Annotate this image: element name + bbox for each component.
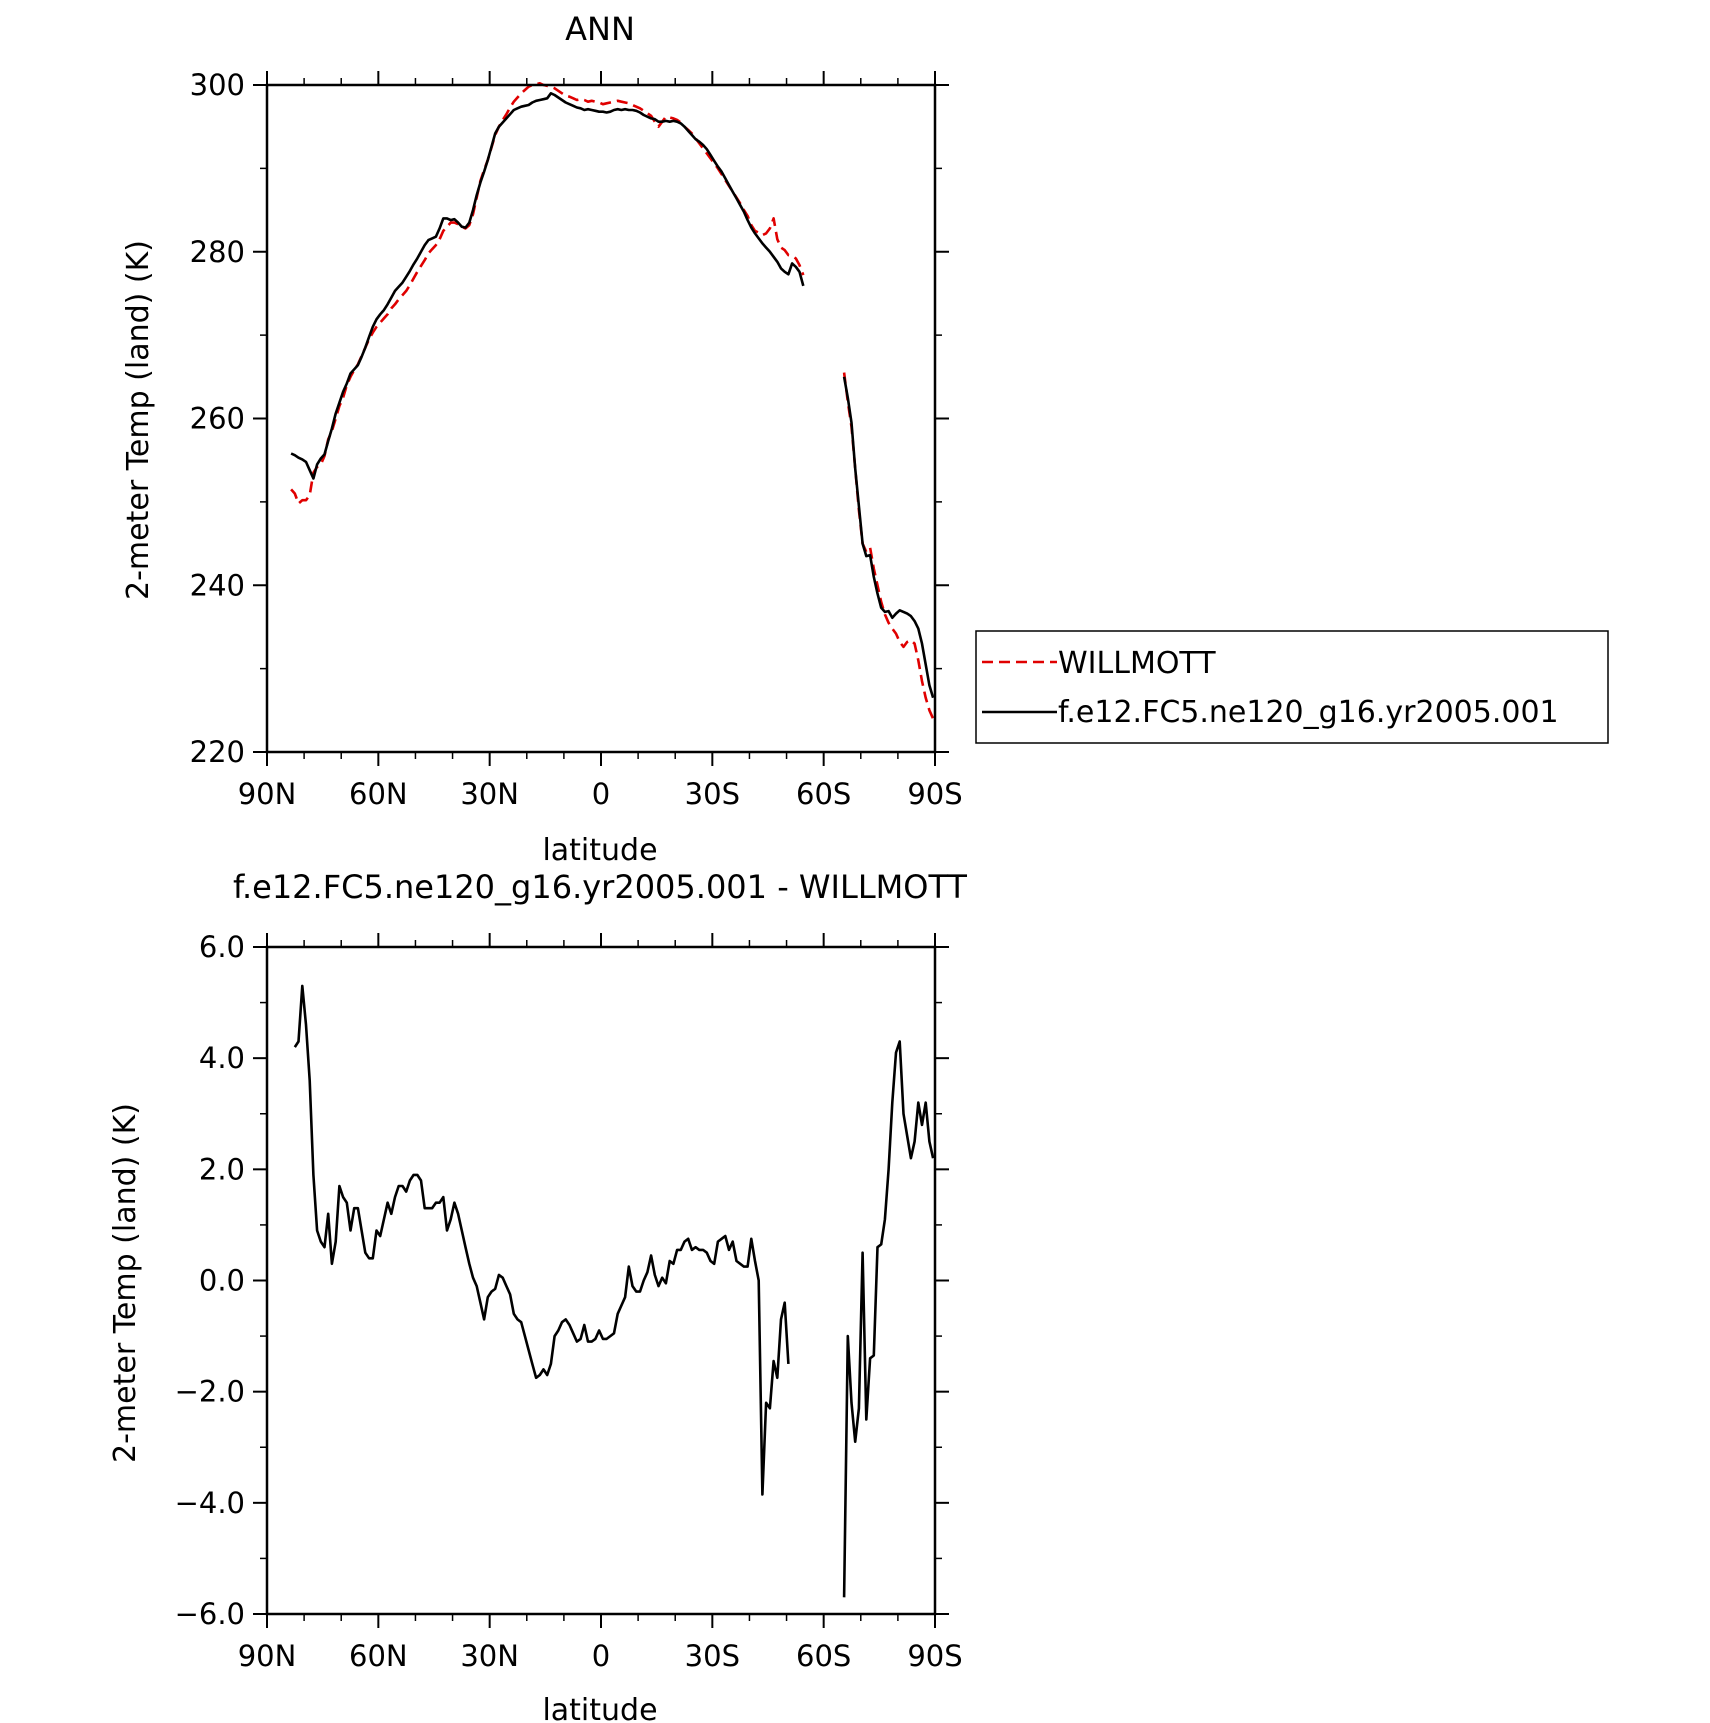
bottom-y-tick-label: 2.0 (199, 1152, 245, 1186)
bottom-x-tick-label: 90S (907, 1639, 962, 1673)
top-x-tick-label: 0 (592, 777, 610, 811)
top-y-tick-label: 300 (190, 68, 245, 102)
bottom-chart-title: f.e12.FC5.ne120_g16.yr2005.001 - WILLMOT… (233, 868, 967, 906)
bottom-axis-ticks: 90N 60N 30N 0 30S 60S 90S −6.0 −4.0 −2.0 0.0 2.0 4.0… (175, 930, 963, 1673)
top-series-1-line-segment-1 (842, 376, 935, 699)
legend-label-willmott: WILLMOTT (1058, 646, 1216, 681)
bottom-plot-frame (265, 945, 937, 1616)
top-x-tick-label: 90N (238, 777, 297, 811)
bottom-y-axis-label: 2-meter Temp (land) (K) (108, 1103, 143, 1463)
legend-box (975, 630, 1609, 744)
bottom-y-tick-label: 0.0 (199, 1264, 245, 1298)
bottom-x-axis-label: latitude (542, 1693, 657, 1723)
legend-label-model: f.e12.FC5.ne120_g16.yr2005.001 (1058, 695, 1559, 730)
bottom-y-tick-label: 6.0 (199, 930, 245, 964)
top-y-tick-label: 220 (190, 735, 245, 769)
top-x-tick-label: 30S (685, 777, 740, 811)
bottom-series-0-line-segment-0 (293, 984, 790, 1496)
bottom-series-lines (293, 984, 935, 1598)
top-x-tick-label: 60N (349, 777, 408, 811)
bottom-series-0-line-segment-1 (842, 1040, 935, 1598)
bottom-x-tick-label: 60N (349, 1639, 408, 1673)
bottom-x-tick-label: 0 (592, 1639, 610, 1673)
top-y-tick-label: 260 (190, 402, 245, 436)
top-chart-title: ANN (565, 10, 635, 48)
top-series-lines (290, 82, 935, 720)
top-x-tick-label: 60S (796, 777, 851, 811)
bottom-x-tick-label: 60S (796, 1639, 851, 1673)
top-y-tick-label: 240 (190, 568, 245, 602)
legend: WILLMOTT f.e12.FC5.ne120_g16.yr2005.001 (975, 630, 1609, 744)
bottom-y-tick-label: −6.0 (175, 1597, 245, 1631)
bottom-x-tick-label: 30S (685, 1639, 740, 1673)
top-x-tick-label: 90S (907, 777, 962, 811)
top-series-1-line-segment-0 (290, 92, 805, 480)
bottom-y-tick-label: −4.0 (175, 1486, 245, 1520)
bottom-x-tick-label: 30N (460, 1639, 519, 1673)
top-y-tick-label: 280 (190, 235, 245, 269)
top-x-axis-label: latitude (542, 833, 657, 868)
top-axis-ticks: 90N 60N 30N 0 30S 60S 90S 220 240 260 280 300 (190, 68, 963, 811)
top-plot-frame (265, 83, 937, 754)
top-series-0-line-segment-0 (290, 82, 805, 505)
bottom-y-tick-label: −2.0 (175, 1375, 245, 1409)
bottom-x-tick-label: 90N (238, 1639, 297, 1673)
bottom-chart: f.e12.FC5.ne120_g16.yr2005.001 - WILLMOT… (108, 868, 967, 1723)
top-series-0-line-segment-1 (842, 372, 935, 720)
bottom-y-tick-label: 4.0 (199, 1041, 245, 1075)
top-chart: ANN 2-meter Temp (land) (K) latitude 90N… (121, 10, 963, 868)
top-y-axis-label: 2-meter Temp (land) (K) (121, 240, 156, 600)
top-x-tick-label: 30N (460, 777, 519, 811)
